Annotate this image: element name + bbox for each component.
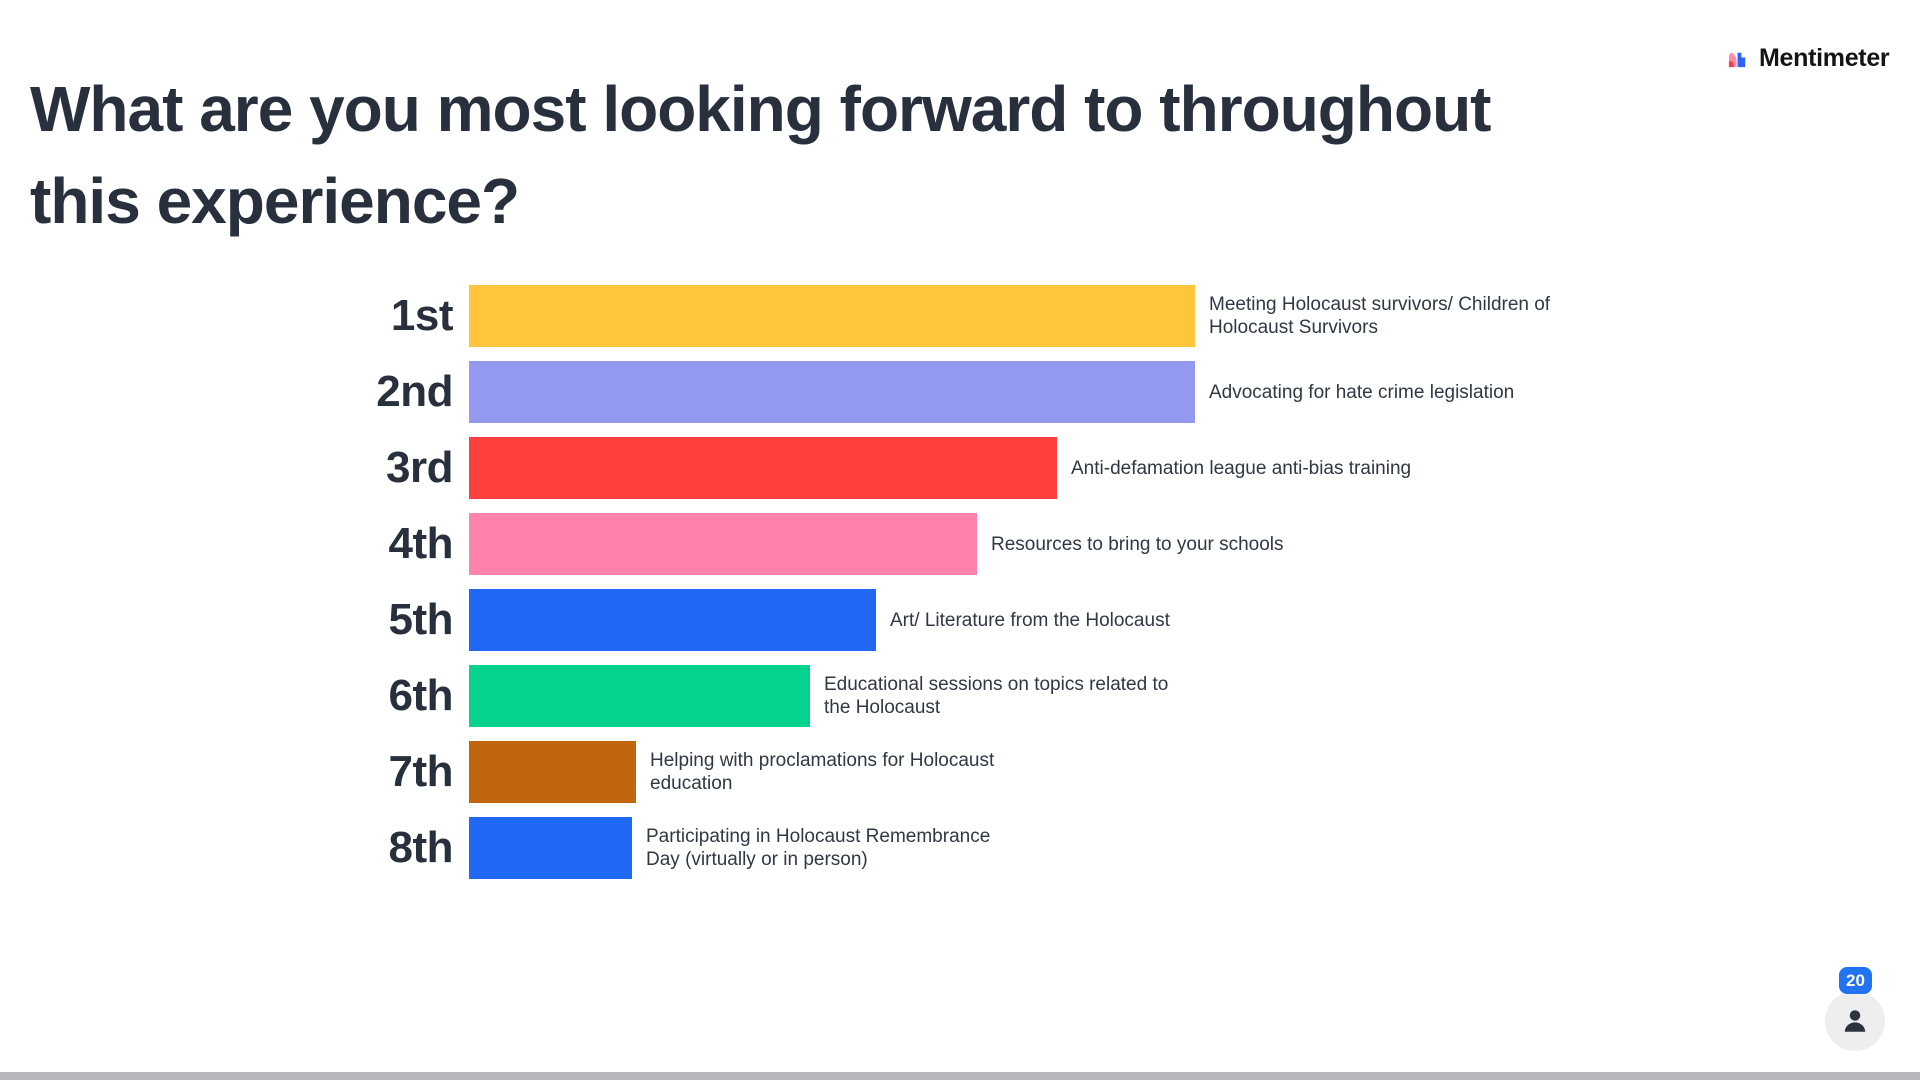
bar-label: Participating in Holocaust Remembrance D… (646, 826, 991, 870)
ranking-row: 2nd Advocating for hate crime legislation (0, 361, 1920, 423)
ranking-bar (469, 361, 1195, 423)
bar-label: Meeting Holocaust survivors/ Children of… (1209, 294, 1551, 338)
participants-counter[interactable]: 20 (1825, 967, 1920, 1051)
participants-count-badge[interactable]: 20 (1839, 967, 1872, 994)
mentimeter-logo: Mentimeter (1727, 44, 1890, 73)
rank-label: 4th (388, 519, 454, 568)
bar-label: Advocating for hate crime legislation (1209, 381, 1515, 403)
mentimeter-logo-icon (1727, 47, 1750, 70)
ranking-bar (469, 817, 632, 879)
bar-label: Resources to bring to your schools (991, 533, 1284, 555)
ranking-row: 6th Educational sessions on topics relate… (0, 665, 1920, 727)
window-bottom-edge (0, 1072, 1920, 1080)
ranking-row: 3rd Anti-defamation league anti-bias trai… (0, 437, 1920, 499)
rank-label: 2nd (376, 367, 453, 416)
person-icon (1838, 1004, 1872, 1038)
ranking-bar (469, 665, 810, 727)
mentimeter-logo-text: Mentimeter (1759, 44, 1890, 72)
rank-label: 8th (388, 823, 454, 872)
bar-label: Educational sessions on topics related t… (824, 674, 1169, 718)
ranking-chart: 1st Meeting Holocaust survivors/ Children… (0, 285, 1920, 893)
rank-label: 5th (388, 595, 454, 644)
rank-label: 1st (390, 291, 454, 340)
ranking-bar (469, 437, 1057, 499)
bar-label: Anti-defamation league anti-bias trainin… (1071, 457, 1412, 479)
rank-label: 3rd (386, 443, 453, 492)
ranking-bar (469, 589, 876, 651)
ranking-row: 1st Meeting Holocaust survivors/ Children… (0, 285, 1920, 347)
ranking-row: 5th Art/ Literature from the Holocaust (0, 589, 1920, 651)
ranking-bar (469, 741, 636, 803)
rank-label: 6th (388, 671, 454, 720)
ranking-bar (469, 285, 1195, 347)
ranking-bar (469, 513, 977, 575)
participants-avatar[interactable] (1825, 991, 1885, 1051)
ranking-rows: 1st Meeting Holocaust survivors/ Children… (0, 285, 1920, 879)
bar-label: Helping with proclamations for Holocaust… (650, 750, 995, 794)
slide-title: What are you most looking forward to thr… (30, 72, 1491, 237)
rank-label: 7th (388, 747, 454, 796)
ranking-row: 7th Helping with proclamations for Holoca… (0, 741, 1920, 803)
bar-label: Art/ Literature from the Holocaust (890, 609, 1170, 631)
ranking-row: 4th Resources to bring to your schools (0, 513, 1920, 575)
ranking-row: 8th Participating in Holocaust Remembranc… (0, 817, 1920, 879)
